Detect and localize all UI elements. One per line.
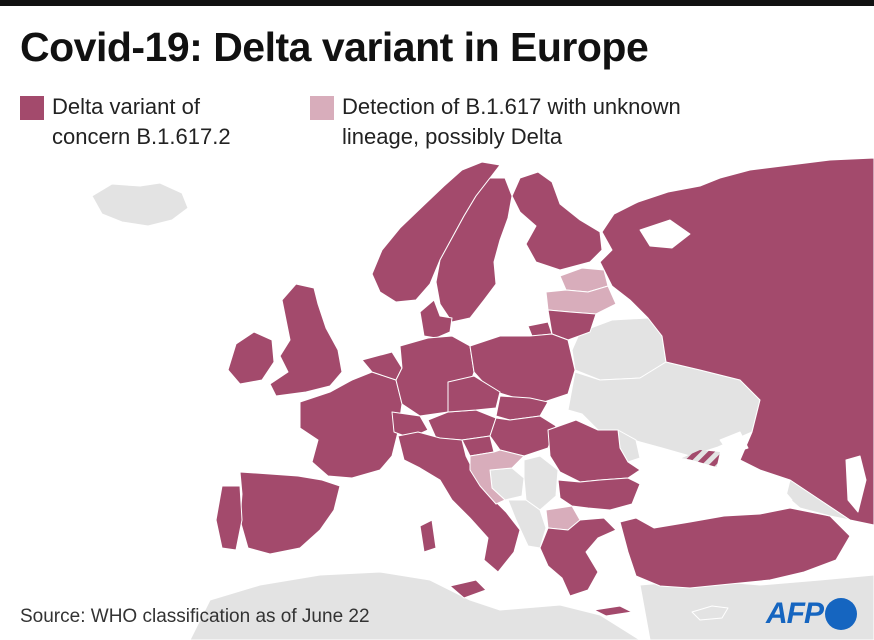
region-finland (511, 171, 603, 271)
region-ireland (227, 331, 275, 385)
region-sardinia (419, 519, 437, 553)
region-denmark (419, 299, 453, 339)
azov-sea (719, 431, 749, 455)
legend-item-possible-delta: Detection of B.1.617 with unknown lineag… (310, 92, 722, 152)
afp-logo: AFP (766, 596, 857, 632)
white-sea (639, 219, 691, 249)
region-great-britain (269, 283, 343, 397)
caspian-sea (845, 455, 867, 513)
region-france (299, 371, 403, 479)
source-note: Source: WHO classification as of June 22 (20, 606, 370, 627)
region-iceland (91, 182, 189, 227)
region-croatia (469, 449, 525, 505)
legend-label-possible-delta: Detection of B.1.617 with unknown lineag… (342, 94, 681, 149)
region-greece (539, 517, 617, 597)
region-serbia (523, 455, 559, 511)
region-turkey (619, 507, 851, 589)
afp-logo-globe (825, 598, 857, 630)
region-crete (593, 605, 633, 617)
region-sicily (449, 579, 487, 599)
region-bulgaria (557, 477, 641, 511)
region-spain (239, 471, 341, 555)
page-title: Covid-19: Delta variant in Europe (20, 24, 649, 70)
legend-swatch-delta (20, 96, 44, 120)
legend-item-delta: Delta variant of concern B.1.617.2 (20, 92, 272, 152)
region-north-africa (189, 571, 641, 640)
europe-map (91, 157, 874, 640)
region-austria (427, 409, 497, 441)
region-czechia (447, 375, 501, 413)
region-hungary (489, 415, 557, 457)
afp-logo-text: AFP (766, 597, 824, 630)
legend-label-delta: Delta variant of concern B.1.617.2 (52, 94, 231, 149)
region-portugal (215, 485, 243, 551)
region-albania-montenegro (507, 499, 547, 549)
legend-swatch-possible-delta (310, 96, 334, 120)
region-sweden (435, 177, 513, 323)
black-sea (639, 455, 793, 525)
region-cyprus (691, 605, 729, 621)
top-rule (0, 0, 874, 6)
